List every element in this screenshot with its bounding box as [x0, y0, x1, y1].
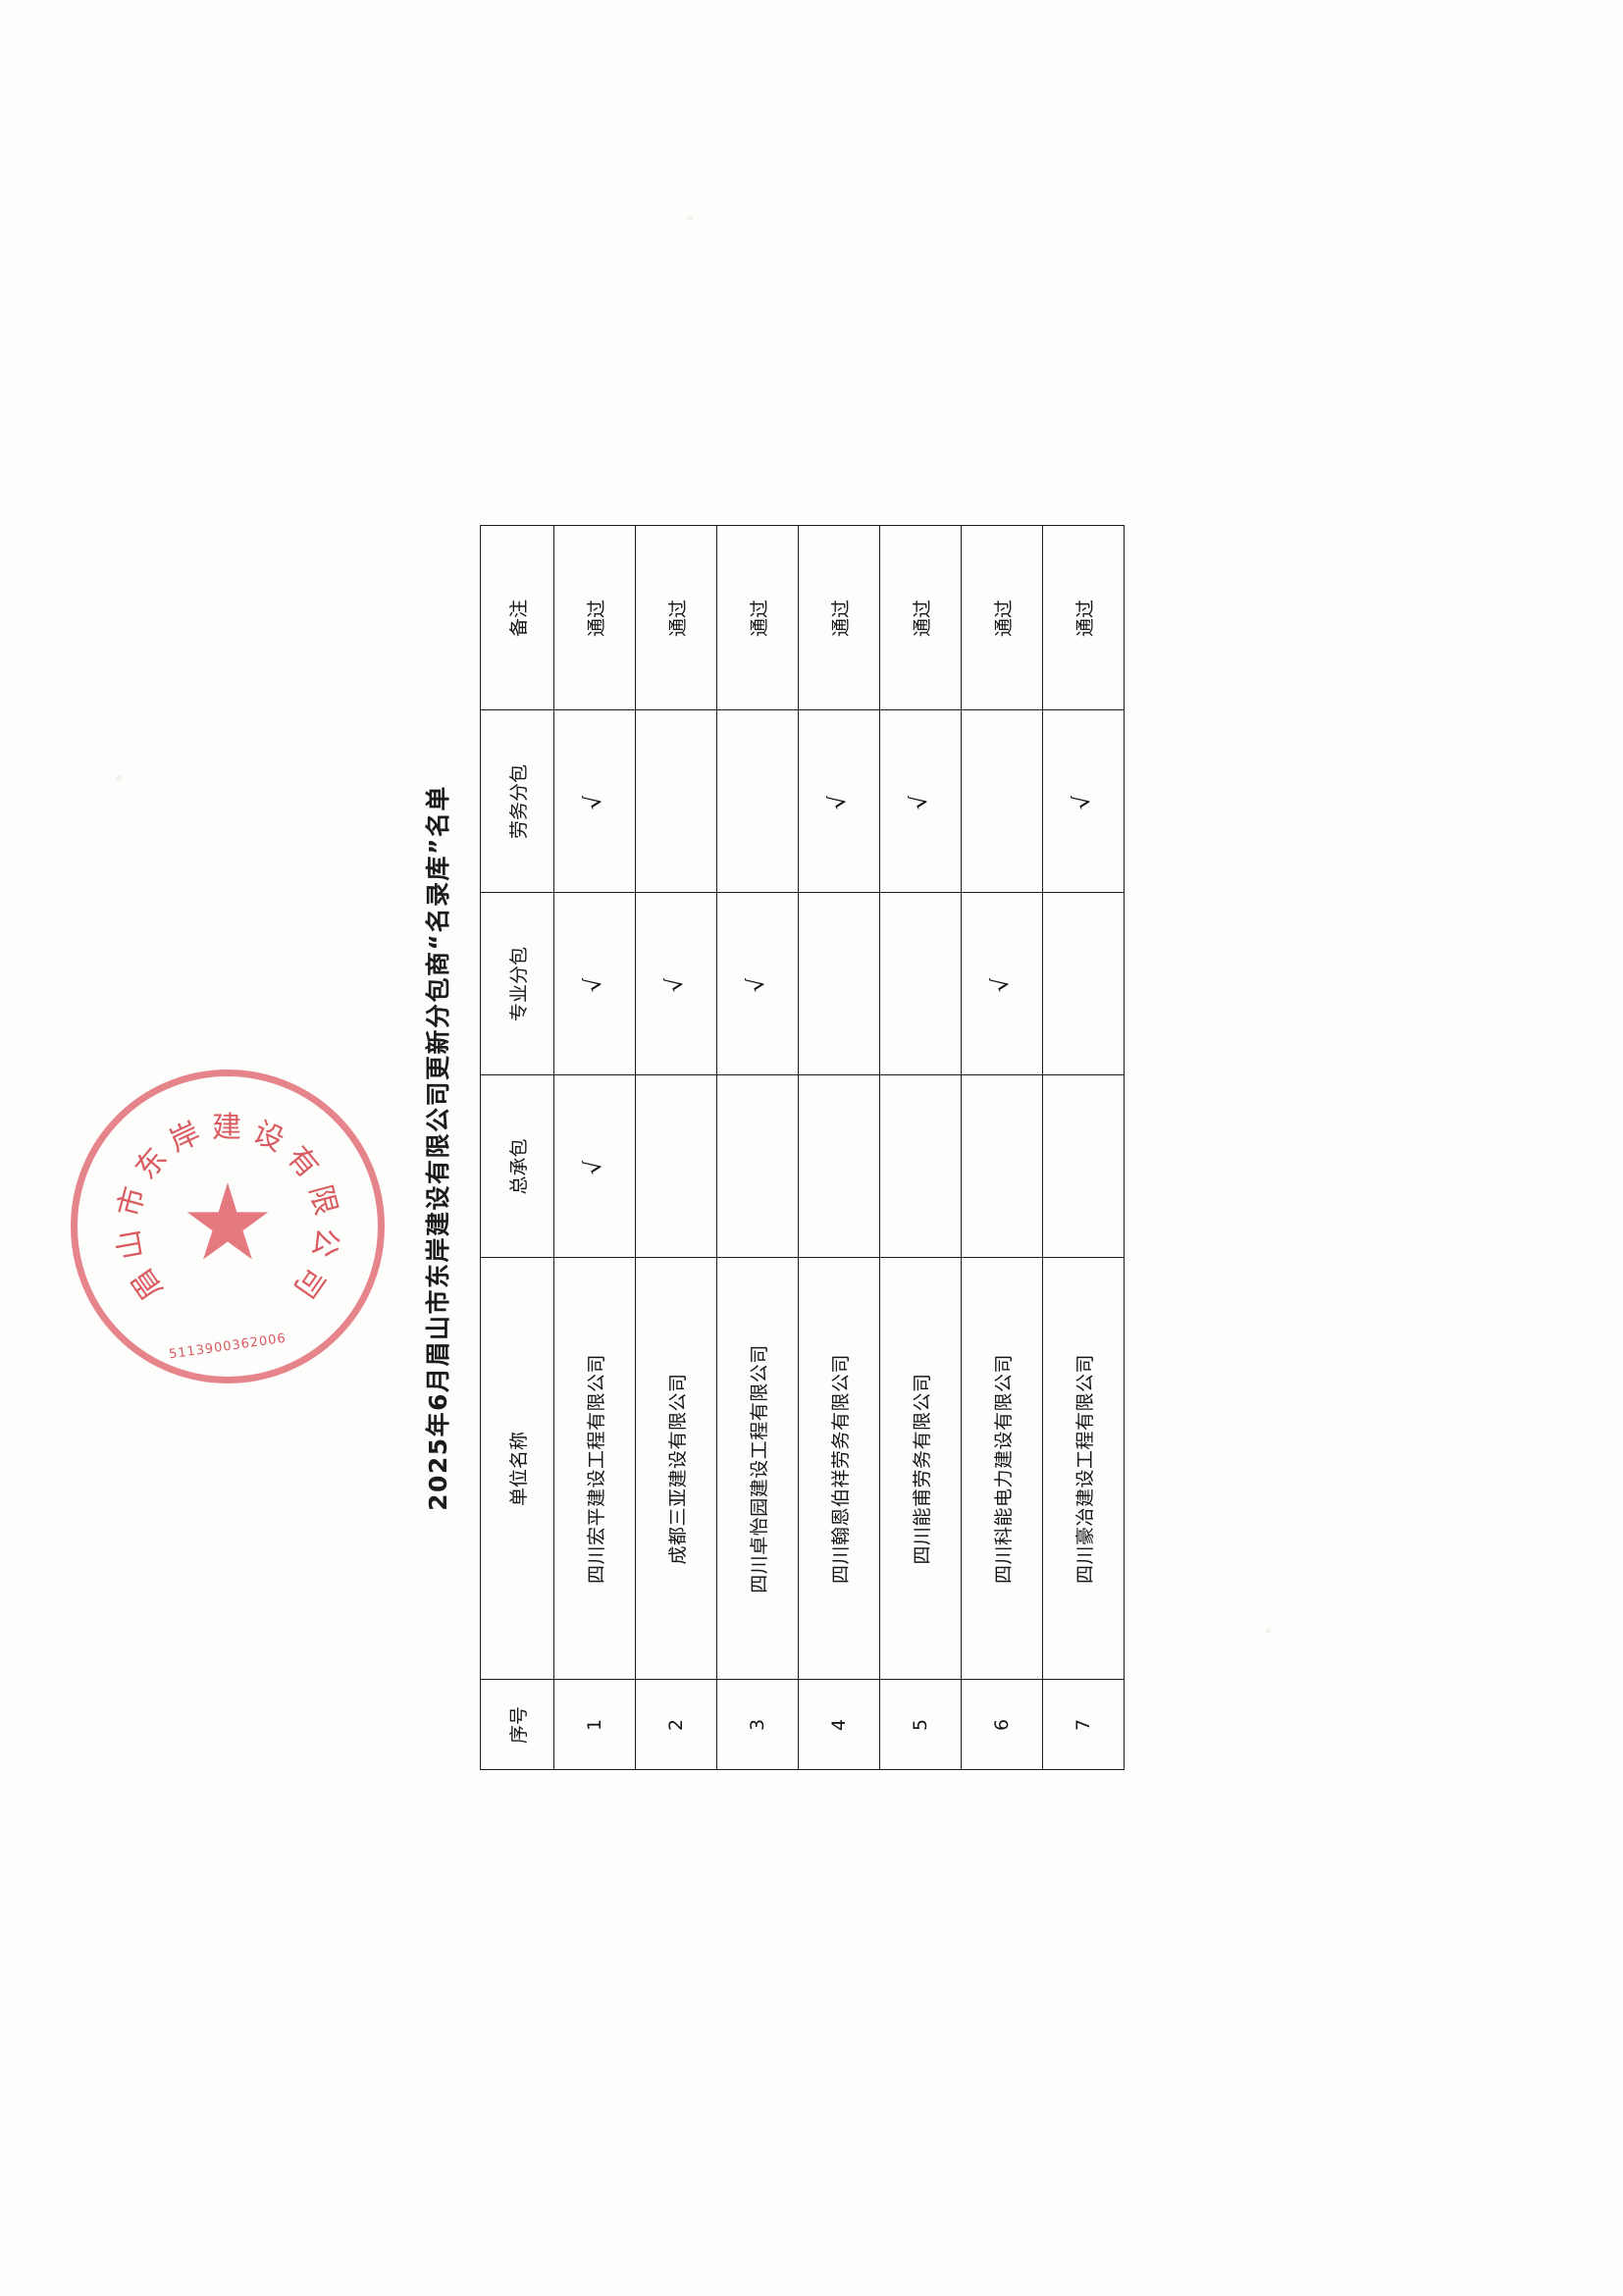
- seal-char: 限: [302, 1181, 344, 1221]
- table-row: 6 四川科能电力建设有限公司 √ 通过: [961, 526, 1043, 1770]
- seal-char: 东: [129, 1139, 176, 1186]
- row-remarks: 通过: [879, 526, 962, 710]
- row-index: 2: [635, 1680, 717, 1770]
- row-company-name: 成都三亚建设有限公司: [635, 1258, 717, 1680]
- row-general-contracting: [1042, 1075, 1125, 1258]
- column-header-name: 单位名称: [480, 1258, 554, 1680]
- row-professional-subcontracting: √: [716, 893, 799, 1075]
- subcontractor-registry-table: 序号 单位名称 总承包 专业分包 劳务分包 备注 1 四川宏平建设工程有限公司 √ √…: [480, 526, 1125, 1771]
- row-labor-subcontracting: [961, 710, 1043, 893]
- checkmark-icon: √: [580, 791, 608, 812]
- checkmark-icon: √: [743, 973, 771, 995]
- table-row: 1 四川宏平建设工程有限公司 √ √ √ 通过: [553, 526, 636, 1770]
- row-general-contracting: [961, 1075, 1043, 1258]
- row-professional-subcontracting: [798, 893, 880, 1075]
- row-company-name: 四川翰恩伯祥劳务有限公司: [798, 1258, 880, 1680]
- row-labor-subcontracting: √: [879, 710, 962, 893]
- row-remarks: 通过: [716, 526, 799, 710]
- scan-artifact: [687, 216, 694, 221]
- row-professional-subcontracting: [879, 893, 962, 1075]
- seal-organization-text: 眉山市东岸建设有限公司: [71, 1070, 385, 1383]
- official-seal: 眉山市东岸建设有限公司 5113900362006: [71, 1070, 385, 1383]
- row-labor-subcontracting: √: [798, 710, 880, 893]
- page-title: 2025年6月眉山市东岸建设有限公司更新分包商“名录库”名单: [424, 785, 452, 1511]
- row-company-name: 四川科能电力建设有限公司: [961, 1258, 1043, 1680]
- seal-char: 岸: [164, 1115, 208, 1160]
- row-index: 7: [1042, 1680, 1125, 1770]
- row-remarks: 通过: [961, 526, 1043, 710]
- row-remarks: 通过: [635, 526, 717, 710]
- row-general-contracting: [879, 1075, 962, 1258]
- seal-char: 设: [247, 1115, 291, 1160]
- row-professional-subcontracting: √: [553, 893, 636, 1075]
- row-general-contracting: [635, 1075, 717, 1258]
- seal-char: 司: [285, 1260, 332, 1306]
- row-remarks: 通过: [798, 526, 880, 710]
- scan-artifact: [116, 775, 122, 781]
- checkmark-icon: √: [824, 791, 853, 812]
- column-header-remarks: 备注: [480, 526, 554, 710]
- row-company-name: 四川豪冶建设工程有限公司: [1042, 1258, 1125, 1680]
- checkmark-icon: √: [580, 973, 608, 995]
- row-company-name: 四川卓怡园建设工程有限公司: [716, 1258, 799, 1680]
- row-labor-subcontracting: [716, 710, 799, 893]
- row-professional-subcontracting: √: [635, 893, 717, 1075]
- row-remarks: 通过: [553, 526, 636, 710]
- seal-star-icon: [186, 1182, 269, 1260]
- row-general-contracting: [716, 1075, 799, 1258]
- row-labor-subcontracting: √: [553, 710, 636, 893]
- seal-char: 建: [212, 1111, 243, 1145]
- seal-char: 山: [111, 1225, 151, 1263]
- table-row: 3 四川卓怡园建设工程有限公司 √ 通过: [716, 526, 799, 1770]
- row-company-name: 四川宏平建设工程有限公司: [553, 1258, 636, 1680]
- column-header-professional-subcontracting: 专业分包: [480, 893, 554, 1075]
- row-company-name: 四川能甫劳务有限公司: [879, 1258, 962, 1680]
- row-index: 5: [879, 1680, 962, 1770]
- row-index: 6: [961, 1680, 1043, 1770]
- seal-char: 市: [111, 1181, 153, 1221]
- column-header-index: 序号: [480, 1680, 554, 1770]
- column-header-general-contracting: 总承包: [480, 1075, 554, 1258]
- row-general-contracting: [798, 1075, 880, 1258]
- checkmark-icon: √: [1069, 791, 1097, 812]
- seal-code: 5113900362006: [168, 1331, 288, 1363]
- table-row: 5 四川能甫劳务有限公司 √ 通过: [879, 526, 962, 1770]
- checkmark-icon: √: [987, 973, 1016, 995]
- checkmark-icon: √: [906, 791, 934, 812]
- table-row: 7 四川豪冶建设工程有限公司 √ 通过: [1042, 526, 1125, 1770]
- seal-char: 有: [280, 1139, 327, 1186]
- row-index: 4: [798, 1680, 880, 1770]
- seal-char: 眉: [124, 1260, 171, 1306]
- row-professional-subcontracting: [1042, 893, 1125, 1075]
- scan-artifact: [1266, 1629, 1271, 1634]
- row-general-contracting: √: [553, 1075, 636, 1258]
- checkmark-icon: √: [580, 1156, 608, 1177]
- checkmark-icon: √: [661, 973, 690, 995]
- table-row: 2 成都三亚建设有限公司 √ 通过: [635, 526, 717, 1770]
- document-body: 2025年6月眉山市东岸建设有限公司更新分包商“名录库”名单 序号 单位名称 总…: [419, 496, 1204, 1800]
- table-row: 4 四川翰恩伯祥劳务有限公司 √ 通过: [798, 526, 880, 1770]
- row-index: 3: [716, 1680, 799, 1770]
- row-labor-subcontracting: √: [1042, 710, 1125, 893]
- row-index: 1: [553, 1680, 636, 1770]
- row-professional-subcontracting: √: [961, 893, 1043, 1075]
- row-remarks: 通过: [1042, 526, 1125, 710]
- row-labor-subcontracting: [635, 710, 717, 893]
- table-header-row: 序号 单位名称 总承包 专业分包 劳务分包 备注: [480, 526, 554, 1770]
- column-header-labor-subcontracting: 劳务分包: [480, 710, 554, 893]
- seal-ring: [71, 1070, 385, 1383]
- seal-char: 公: [304, 1225, 344, 1263]
